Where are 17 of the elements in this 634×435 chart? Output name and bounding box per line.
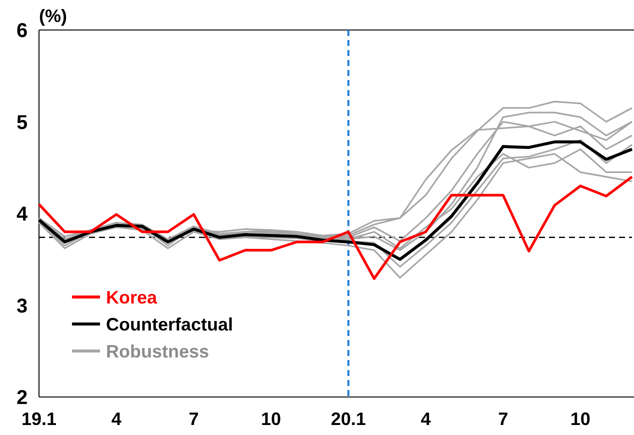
- x-tick-label: 20.1: [330, 409, 366, 429]
- y-axis-title: (%): [39, 6, 67, 26]
- x-tick-label: 7: [498, 409, 508, 429]
- x-tick-label: 10: [261, 409, 282, 429]
- y-tick-label: 4: [16, 204, 28, 226]
- x-tick-label: 4: [420, 409, 431, 429]
- legend-label: Robustness: [106, 341, 210, 362]
- y-tick-label: 3: [16, 295, 28, 318]
- x-tick-label: 7: [188, 409, 199, 429]
- legend-label: Korea: [106, 287, 158, 308]
- x-tick-label: 10: [570, 409, 590, 429]
- legend-label: Counterfactual: [106, 314, 234, 334]
- y-tick-label: 5: [16, 112, 28, 134]
- x-tick-label: 4: [111, 409, 122, 429]
- y-tick-label: 6: [16, 20, 28, 42]
- x-tick-label: 19.1: [21, 409, 57, 429]
- y-tick-label: 2: [16, 387, 28, 409]
